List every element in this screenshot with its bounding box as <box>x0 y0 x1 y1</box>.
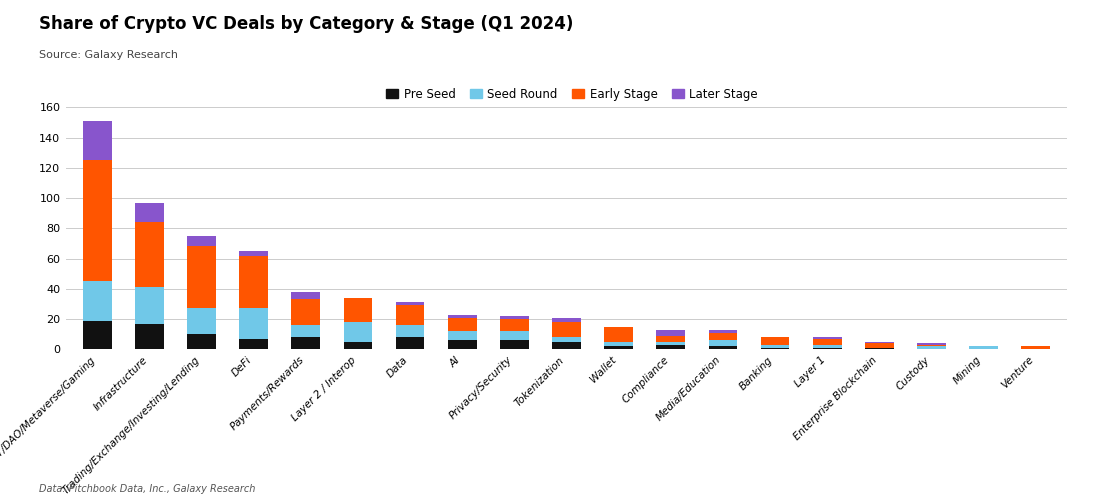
Bar <box>82 121 111 160</box>
Bar <box>917 343 946 345</box>
Bar <box>187 236 216 247</box>
Bar <box>187 334 216 349</box>
Bar <box>240 339 268 349</box>
Bar <box>396 337 425 349</box>
Bar <box>708 330 737 333</box>
Bar <box>813 345 842 348</box>
Bar <box>396 305 425 325</box>
Bar <box>761 337 790 345</box>
Bar <box>240 308 268 339</box>
Bar <box>500 331 529 340</box>
Bar <box>343 298 372 322</box>
Bar <box>865 343 893 348</box>
Bar <box>82 281 111 320</box>
Bar <box>82 320 111 349</box>
Text: Data: Pitchbook Data, Inc., Galaxy Research: Data: Pitchbook Data, Inc., Galaxy Resea… <box>39 484 255 494</box>
Legend: Pre Seed, Seed Round, Early Stage, Later Stage: Pre Seed, Seed Round, Early Stage, Later… <box>382 83 762 106</box>
Bar <box>448 314 476 317</box>
Bar <box>708 340 737 346</box>
Bar <box>865 342 893 343</box>
Bar <box>240 251 268 255</box>
Bar <box>135 203 164 222</box>
Bar <box>552 342 581 349</box>
Bar <box>187 247 216 308</box>
Bar <box>552 337 581 342</box>
Bar <box>604 346 632 349</box>
Bar <box>135 287 164 323</box>
Bar <box>813 337 842 339</box>
Bar <box>708 333 737 340</box>
Bar <box>969 346 998 349</box>
Bar <box>761 348 790 349</box>
Text: Share of Crypto VC Deals by Category & Stage (Q1 2024): Share of Crypto VC Deals by Category & S… <box>39 15 573 33</box>
Bar <box>448 340 476 349</box>
Bar <box>657 345 685 349</box>
Bar <box>343 322 372 342</box>
Bar <box>761 345 790 348</box>
Bar <box>657 330 685 336</box>
Bar <box>292 325 320 337</box>
Bar <box>604 342 632 346</box>
Bar <box>500 340 529 349</box>
Bar <box>917 345 946 346</box>
Bar <box>448 331 476 340</box>
Bar <box>708 346 737 349</box>
Bar <box>657 336 685 342</box>
Bar <box>187 308 216 334</box>
Bar <box>604 327 632 342</box>
Bar <box>292 299 320 325</box>
Bar <box>135 323 164 349</box>
Bar <box>448 317 476 331</box>
Bar <box>552 322 581 337</box>
Bar <box>552 317 581 322</box>
Bar <box>135 222 164 287</box>
Bar <box>917 346 946 349</box>
Bar <box>82 160 111 281</box>
Bar <box>396 325 425 337</box>
Bar <box>500 316 529 319</box>
Bar <box>292 337 320 349</box>
Bar <box>657 342 685 345</box>
Bar <box>1022 346 1050 349</box>
Bar <box>240 255 268 308</box>
Bar <box>396 302 425 305</box>
Bar <box>813 348 842 349</box>
Text: Source: Galaxy Research: Source: Galaxy Research <box>39 50 177 60</box>
Bar <box>500 319 529 331</box>
Bar <box>343 342 372 349</box>
Bar <box>813 339 842 345</box>
Bar <box>292 292 320 299</box>
Bar <box>865 348 893 349</box>
